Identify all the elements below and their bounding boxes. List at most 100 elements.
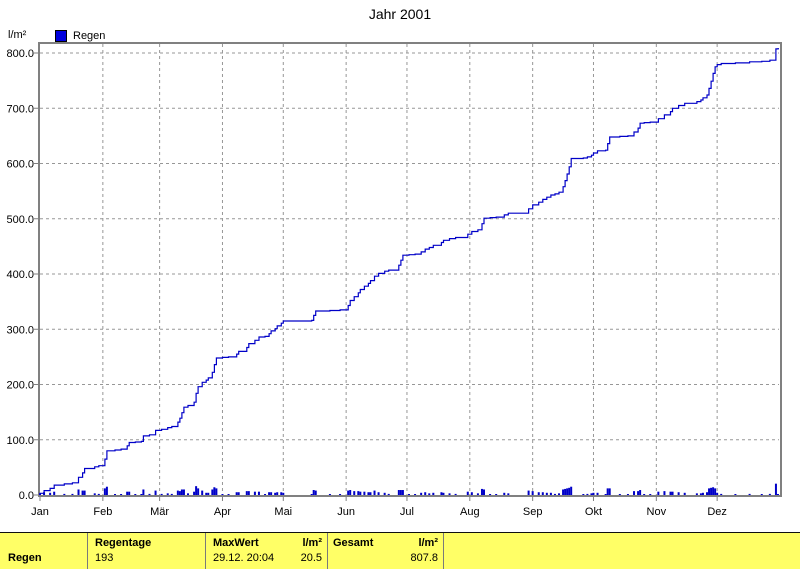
daily-rain-bar [53,491,56,495]
daily-rain-bar [387,493,390,495]
daily-rain-bar [221,494,224,495]
daily-rain-bar [347,490,350,495]
legend-label: Regen [73,30,106,42]
daily-rain-bar [253,491,256,495]
daily-rain-bar [178,491,181,495]
table-divider [443,533,444,569]
daily-rain-bar [637,491,640,495]
daily-rain-bar [489,494,492,495]
daily-rain-bar [699,493,702,495]
daily-rain-bar [562,489,565,495]
daily-rain-bar [440,492,443,495]
daily-rain-bar [483,489,485,495]
legend: Regen [55,30,105,42]
daily-rain-bar [604,494,607,495]
daily-rain-bar [582,494,585,495]
daily-rain-bar [760,494,763,495]
daily-rain-bar [105,486,108,495]
x-axis-month-label: Aug [460,506,480,518]
daily-rain-bar [349,490,352,495]
y-axis-tick-label: 300.0 [6,324,34,336]
x-axis-month-label: Dez [707,506,727,518]
daily-rain-bar [712,487,715,495]
daily-rain-bar [114,494,117,495]
gesamt-value: 807.8 [410,552,438,564]
daily-rain-bar [369,492,372,495]
gesamt-header: Gesamt [333,537,374,549]
daily-rain-bar [264,494,267,495]
gesamt-unit: l/m² [418,537,438,549]
daily-rain-bar [142,489,145,495]
maxwert-date: 29.12. 20:04 [213,552,275,564]
daily-rain-bar [432,492,435,495]
y-axis-tick-label: 100.0 [6,435,34,447]
daily-rain-bar [140,494,143,495]
daily-rain-bar [596,492,599,495]
daily-rain-bar [428,493,431,495]
daily-rain-bar [710,487,713,495]
daily-rain-bar [270,492,273,495]
daily-rain-bar [166,493,169,495]
daily-rain-bar [639,490,642,495]
daily-rain-bar [454,493,457,495]
daily-rain-bar [716,492,719,495]
daily-rain-bar [339,494,342,495]
daily-rain-bar [77,489,80,495]
daily-rain-bar [768,493,771,495]
y-axis-tick-label: 700.0 [6,103,34,115]
daily-rain-bar [211,489,214,495]
regentage-value: 193 [95,552,114,564]
daily-rain-bar [359,491,362,495]
daily-rain-bar [312,490,315,495]
daily-rain-bar [649,494,652,495]
daily-rain-bar [274,492,277,495]
daily-rain-bar [424,492,427,495]
daily-rain-bar [383,492,386,495]
daily-rain-bar [671,491,674,495]
y-axis-tick-label: 400.0 [6,269,34,281]
y-axis-tick-label: 200.0 [6,380,34,392]
summary-table: Regen Regentage 193 MaxWert l/m² 29.12. … [0,532,800,569]
daily-rain-bar [213,487,216,495]
table-divider [87,533,88,569]
daily-rain-bar [537,492,540,495]
daily-rain-bar [683,492,686,495]
daily-rain-bar [120,494,123,495]
daily-rain-bar [495,494,498,495]
daily-rain-bar [71,493,74,495]
regentage-header: Regentage [95,537,152,549]
daily-rain-bar [564,488,567,495]
daily-rain-bar [215,488,218,495]
daily-rain-bar [154,490,157,495]
daily-rain-bar [714,488,717,495]
daily-rain-bar [282,492,285,495]
x-axis-month-label: Apr [214,506,231,518]
y-axis-tick-label: 600.0 [6,159,34,171]
daily-rain-bar [677,492,680,495]
daily-rain-bar [669,491,672,495]
x-axis-month-label: Mär [150,506,169,518]
daily-rain-bar [592,492,595,495]
daily-rain-bar [148,493,151,495]
daily-rain-bar [476,493,479,495]
daily-rain-bar [545,492,548,495]
daily-rain-bar [527,490,530,495]
daily-rain-bar [695,493,698,495]
daily-rain-bar [570,486,573,495]
daily-rain-bar [663,491,666,495]
daily-rain-bar [205,492,208,495]
daily-rain-bar [701,492,704,495]
daily-rain-bar [103,488,106,495]
daily-rain-bar [237,492,240,495]
daily-rain-bar [310,494,313,495]
daily-rain-bar [397,490,400,495]
daily-rain-bar [197,488,200,495]
table-divider [205,533,206,569]
daily-rain-bar [187,493,189,495]
daily-rain-bar [328,494,331,495]
plot-frame [38,42,782,497]
daily-rain-bar [401,490,404,495]
rain-cumulative-chart: 0.0 100.0 200.0 300.0 400.0 500.0 600.0 700.0 80… [6,42,782,518]
maxwert-unit: l/m² [302,537,322,549]
daily-rain-bar [420,492,423,495]
